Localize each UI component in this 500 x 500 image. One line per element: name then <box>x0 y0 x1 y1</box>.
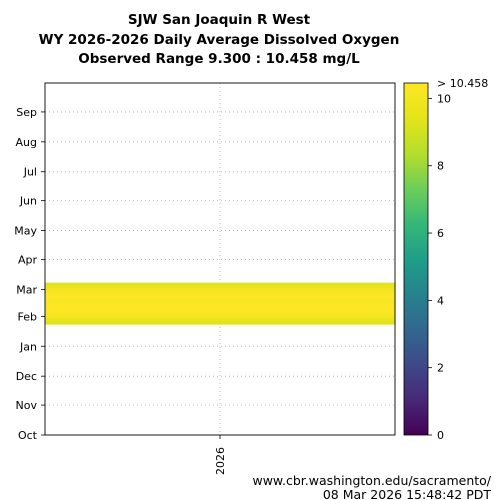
heatmap-cell <box>45 297 395 299</box>
heatmap-cell <box>45 293 395 295</box>
heatmap-cell <box>45 304 395 307</box>
chart-title-line-2: WY 2026-2026 Daily Average Dissolved Oxy… <box>39 32 400 48</box>
heatmap-cell <box>45 315 395 317</box>
y-tick-label-apr: Apr <box>18 253 38 266</box>
heatmap-cell <box>45 289 395 291</box>
heatmap-cell <box>45 308 395 311</box>
y-tick-label-nov: Nov <box>16 399 38 412</box>
y-tick-label-sep: Sep <box>16 106 37 119</box>
footer-url: www.cbr.washington.edu/sacramento/ <box>252 473 491 488</box>
heatmap-cell <box>45 316 395 318</box>
y-tick-label-jun: Jun <box>19 195 37 208</box>
heatmap-cell <box>45 283 395 286</box>
heatmap-cell <box>45 314 395 316</box>
y-tick-label-oct: Oct <box>18 429 38 442</box>
chart-title-line-1: SJW San Joaquin R West <box>128 12 311 28</box>
colorbar-axis: 0 2 4 6 8 10 <box>428 92 451 442</box>
heatmap-cell <box>45 292 395 294</box>
chart-title-line-3: Observed Range 9.300 : 10.458 mg/L <box>78 51 360 67</box>
colorbar-tick-label-4: 4 <box>437 294 444 307</box>
heatmap-cell <box>45 307 395 310</box>
heatmap-cell <box>45 305 395 308</box>
heatmap-cell <box>45 282 395 285</box>
heatmap-cell <box>45 302 395 305</box>
heatmap-cell <box>45 290 395 292</box>
grid-lines <box>45 83 395 435</box>
colorbar-tick-label-8: 8 <box>437 160 444 173</box>
footer-timestamp: 08 Mar 2026 15:48:42 PDT <box>323 487 491 500</box>
heatmap-cell <box>45 317 395 319</box>
y-tick-label-mar: Mar <box>16 283 37 296</box>
heatmap-cell <box>45 313 395 315</box>
colorbar-tick-label-0: 0 <box>437 429 444 442</box>
heatmap-cell <box>45 294 395 296</box>
heatmap-cell <box>45 321 395 323</box>
heatmap-cells <box>45 282 395 325</box>
y-tick-label-may: May <box>14 225 37 238</box>
heatmap-cell <box>45 286 395 288</box>
heatmap-cell <box>45 310 395 313</box>
heatmap-cell <box>45 300 395 303</box>
heatmap-cell <box>45 296 395 298</box>
heatmap-cell <box>45 306 395 309</box>
heatmap-cell <box>45 295 395 297</box>
colorbar-tick-label-6: 6 <box>437 227 444 240</box>
heatmap-cell <box>45 319 395 321</box>
y-tick-label-jan: Jan <box>19 340 37 353</box>
heatmap-cell <box>45 312 395 314</box>
colorbar-tick-label-2: 2 <box>437 362 444 375</box>
x-axis: 2026 <box>214 435 227 475</box>
heatmap-cell <box>45 285 395 287</box>
y-axis: Oct Nov Dec Jan Feb Mar Apr May Jun Jul Aug Sep <box>14 106 45 442</box>
y-tick-label-jul: Jul <box>23 166 37 179</box>
heatmap-cell <box>45 291 395 293</box>
heatmap-cell <box>45 284 395 287</box>
heatmap-cell <box>45 299 395 302</box>
heatmap-cell <box>45 311 395 314</box>
heatmap-cell <box>45 301 395 304</box>
heatmap-cell <box>45 320 395 322</box>
y-tick-label-dec: Dec <box>16 370 37 383</box>
heatmap-cell <box>45 309 395 312</box>
y-tick-label-aug: Aug <box>16 136 37 149</box>
colorbar-top-label: > 10.458 <box>437 77 488 90</box>
heatmap-cell <box>45 287 395 289</box>
heatmap-cell <box>45 299 395 301</box>
heatmap-cell <box>45 323 395 325</box>
heatmap-cell <box>45 322 395 324</box>
heatmap-cell <box>45 298 395 300</box>
heatmap-cell <box>45 318 395 320</box>
heatmap-cell <box>45 303 395 306</box>
x-tick-label-2026: 2026 <box>214 447 227 475</box>
heatmap-cell <box>45 288 395 290</box>
colorbar <box>403 82 429 436</box>
colorbar-tick-label-10: 10 <box>437 92 451 105</box>
y-tick-label-feb: Feb <box>18 310 37 323</box>
